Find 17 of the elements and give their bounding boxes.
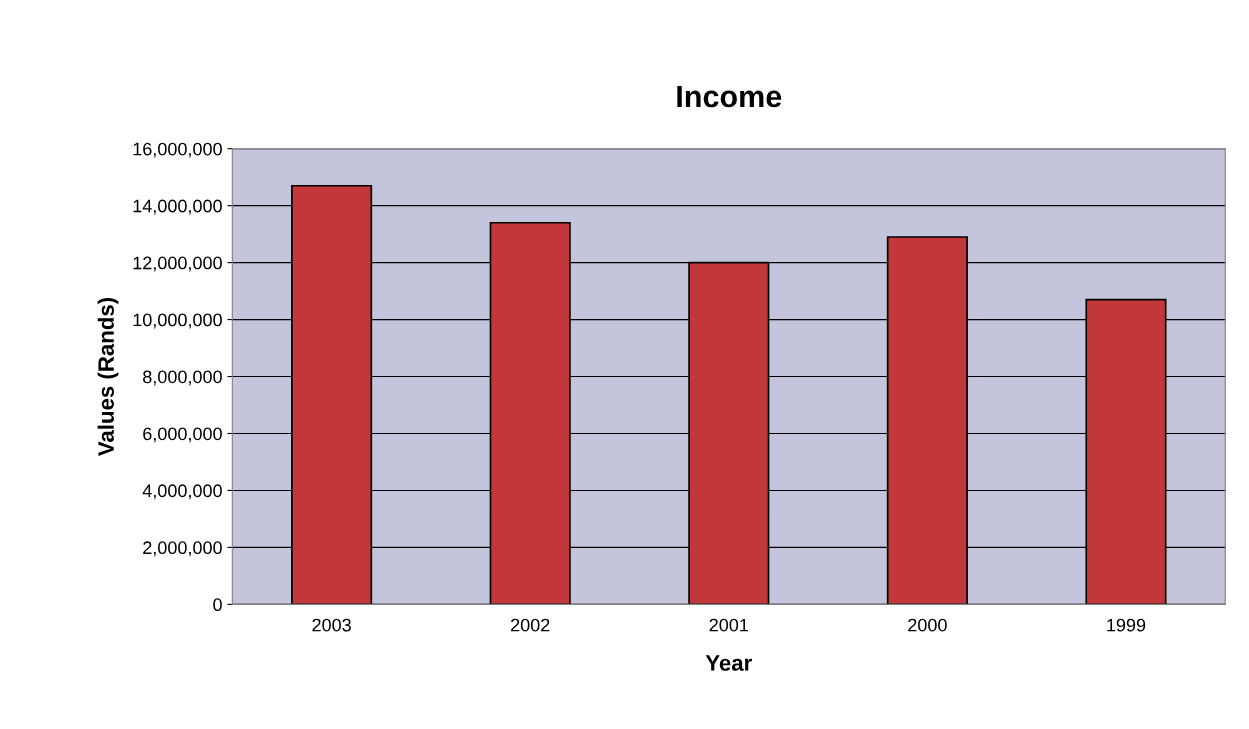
y-tick-label: 10,000,000 [133,313,222,329]
x-tick-label: 2000 [908,618,947,632]
y-tick-label: 8,000,000 [143,370,222,386]
y-tick-label: 6,000,000 [143,427,222,443]
y-axis-title: Values (Rands) [97,297,119,457]
x-tick-label: 2003 [312,618,351,632]
y-tick-label: 2,000,000 [143,541,222,557]
x-axis-title: Year [705,655,752,671]
x-tick-label: 2002 [511,618,550,632]
y-tick-label: 0 [213,598,222,612]
x-tick-label: 2001 [709,618,748,632]
y-tick-label: 12,000,000 [133,256,222,272]
y-tick-label: 4,000,000 [142,484,222,500]
x-tick-label: 1999 [1107,618,1146,632]
y-tick-label: 16,000,000 [133,142,222,158]
y-tick-label: 14,000,000 [133,199,222,215]
chart-title: Income [677,86,782,108]
